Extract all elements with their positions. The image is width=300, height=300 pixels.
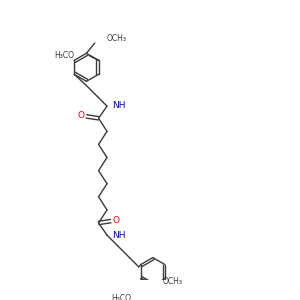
Text: NH: NH [112, 231, 126, 240]
Text: O: O [77, 111, 84, 120]
Text: OCH₃: OCH₃ [107, 34, 127, 43]
Text: H₃CO: H₃CO [111, 294, 131, 300]
Text: H₃CO: H₃CO [54, 51, 74, 60]
Text: O: O [113, 216, 120, 225]
Text: NH: NH [112, 101, 126, 110]
Text: OCH₃: OCH₃ [163, 277, 183, 286]
